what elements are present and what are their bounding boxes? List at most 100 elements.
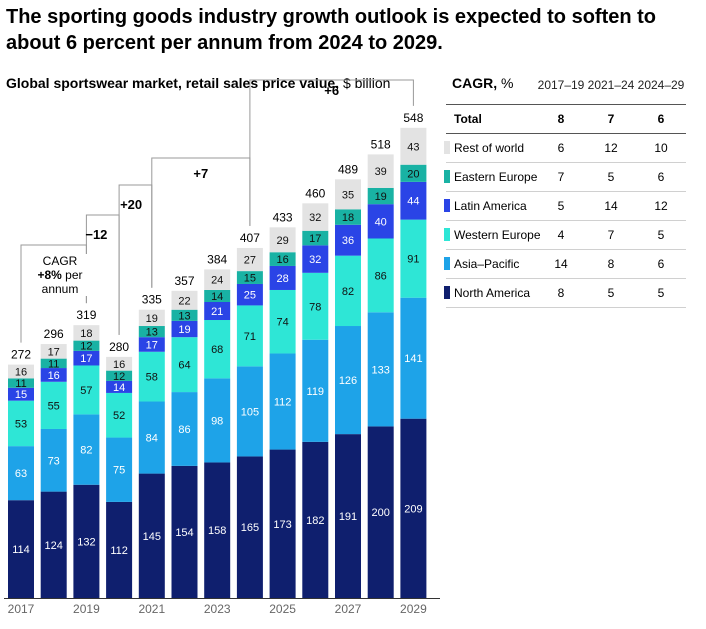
- bar-segment: [73, 350, 100, 366]
- bar-segment: [138, 309, 165, 327]
- bar-segment: [40, 428, 67, 492]
- bar-segment: [204, 462, 231, 598]
- bar-value-label: 112: [110, 545, 128, 557]
- bar-value-label: 126: [339, 375, 357, 387]
- bar-segment: [8, 364, 34, 379]
- bar-value-label: 43: [407, 141, 419, 153]
- bar-segment: [204, 378, 231, 463]
- cagr-row-value: 7: [557, 170, 565, 184]
- cagr-table: CAGR, % 2017–19 2021–24 2024–29 Total 8 7 6…: [444, 70, 686, 308]
- bar-total-label: 357: [174, 274, 194, 288]
- bar-total-label: 548: [403, 111, 423, 125]
- bar-value-label: 11: [48, 358, 59, 370]
- bar-value-label: 12: [113, 371, 125, 383]
- bar-value-label: 13: [146, 327, 158, 339]
- cagr-row-value: 14: [604, 199, 618, 213]
- bar-value-label: 191: [339, 511, 357, 523]
- bar-value-label: 19: [375, 191, 387, 203]
- x-tick-label: 2019: [73, 602, 100, 616]
- cagr-table-row: Rest of world 6 12 10: [444, 134, 686, 163]
- cagr-row-value: 6: [657, 170, 665, 184]
- bar-segment: [171, 392, 198, 466]
- cagr-row-value: 7: [607, 228, 615, 242]
- bar-value-label: 86: [178, 424, 190, 436]
- cagr-note-label: CAGR: [42, 254, 78, 268]
- bar-segment: [204, 301, 231, 321]
- bar-segment: [106, 437, 133, 502]
- bar-value-label: 74: [276, 317, 288, 329]
- bar-value-label: 17: [309, 233, 321, 245]
- bar-segment: [171, 337, 198, 393]
- cagr-col-3: 2024–29: [637, 78, 685, 92]
- bar-segment: [236, 271, 263, 284]
- cagr-row-value: 5: [657, 286, 665, 300]
- bar-segment: [335, 209, 361, 225]
- bar-value-label: 20: [407, 168, 419, 180]
- chart-subtitle: Global sportswear market, retail sales p…: [6, 75, 390, 92]
- legend-swatch: [444, 228, 450, 241]
- growth-label: +7: [193, 166, 208, 181]
- bar-segment: [40, 491, 67, 598]
- bar-value-label: 182: [306, 515, 324, 527]
- bar-segment: [138, 473, 165, 598]
- bar-segment: [367, 154, 394, 188]
- cagr-row-value: 6: [657, 112, 665, 126]
- bar-segment: [269, 353, 296, 450]
- bar-value-label: 209: [404, 503, 422, 515]
- growth-label: −12: [85, 227, 107, 242]
- cagr-row-value: 6: [557, 141, 565, 155]
- subtitle-bold: Global sportswear market, retail sales p…: [6, 75, 340, 91]
- bar-segment: [171, 309, 198, 321]
- bar-value-label: 16: [48, 370, 60, 382]
- cagr-row-value: 10: [654, 141, 668, 155]
- bar-segment: [400, 219, 427, 298]
- bar-value-label: 16: [276, 254, 288, 266]
- bar-segment: [335, 224, 361, 256]
- bar-value-label: 17: [48, 346, 60, 358]
- bar-value-label: 119: [307, 386, 325, 398]
- cagr-table-header: CAGR, % 2017–19 2021–24 2024–29: [446, 70, 686, 104]
- legend-swatch: [444, 170, 450, 183]
- bar-value-label: 154: [175, 527, 193, 539]
- cagr-row-name: Total: [454, 112, 482, 126]
- bar-segment: [73, 340, 100, 351]
- bar-segment: [302, 339, 329, 442]
- cagr-row-value: 5: [557, 199, 565, 213]
- cagr-table-row: Total 8 7 6: [446, 104, 686, 134]
- bar-segment: [73, 365, 100, 415]
- cagr-row-value: 4: [557, 228, 565, 242]
- bar-segment: [8, 500, 34, 598]
- bar-segment: [269, 289, 296, 354]
- bar-segment: [8, 378, 34, 388]
- bar-value-label: 158: [208, 525, 226, 537]
- bar-segment: [106, 356, 133, 371]
- bar-value-label: 32: [309, 212, 321, 224]
- cagr-row-value: 8: [557, 286, 565, 300]
- bar-segment: [236, 456, 263, 598]
- bar-segment: [269, 449, 296, 598]
- bar-value-label: 14: [113, 382, 125, 394]
- bar-segment: [40, 344, 67, 359]
- bar-value-label: 17: [80, 353, 92, 365]
- bar-total-label: 335: [142, 293, 162, 307]
- bar-segment: [335, 434, 361, 598]
- bar-segment: [302, 441, 329, 598]
- bar-segment: [138, 337, 165, 352]
- cagr-col-1: 2017–19: [537, 78, 585, 92]
- bar-value-label: 16: [113, 359, 125, 371]
- bar-value-label: 17: [146, 339, 158, 351]
- growth-label: +20: [120, 197, 142, 212]
- bar-segment: [367, 238, 394, 313]
- bar-value-label: 28: [276, 273, 288, 285]
- bar-segment: [335, 326, 361, 435]
- bar-segment: [40, 358, 67, 369]
- bar-segment: [40, 381, 67, 429]
- bar-segment: [73, 414, 100, 485]
- bar-segment: [106, 392, 133, 438]
- bar-value-label: 19: [178, 324, 190, 336]
- bar-segment: [138, 401, 165, 474]
- bar-segment: [400, 127, 427, 165]
- cagr-row-value: 5: [607, 286, 615, 300]
- bar-segment: [236, 283, 263, 306]
